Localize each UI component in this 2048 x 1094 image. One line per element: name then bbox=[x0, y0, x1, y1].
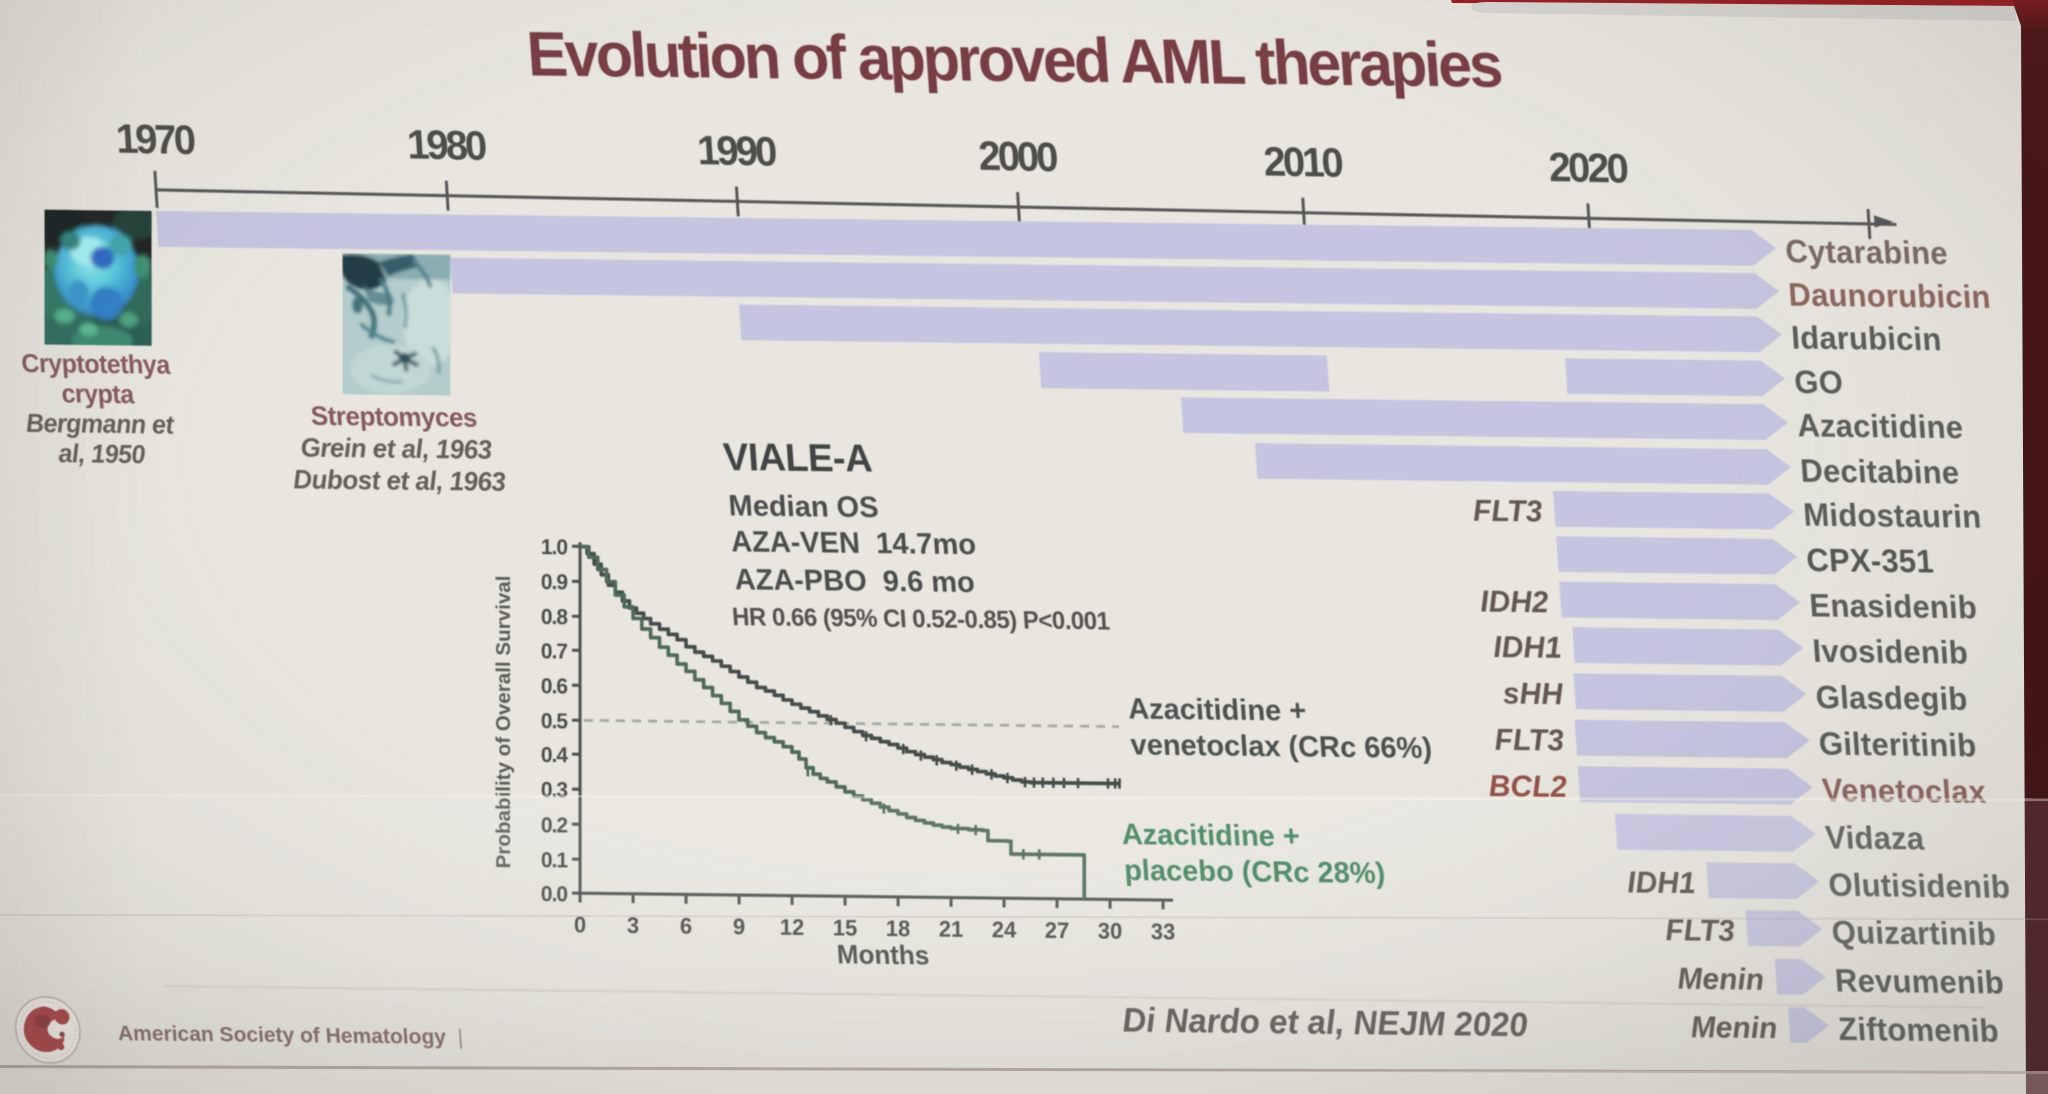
svg-text:0.9: 0.9 bbox=[541, 570, 568, 595]
svg-text:0.8: 0.8 bbox=[541, 605, 568, 630]
svg-text:27: 27 bbox=[1045, 917, 1069, 943]
svg-text:30: 30 bbox=[1098, 918, 1122, 944]
svg-text:9: 9 bbox=[733, 914, 745, 940]
svg-text:0.0: 0.0 bbox=[541, 882, 567, 907]
svg-text:0.7: 0.7 bbox=[541, 639, 567, 664]
svg-text:12: 12 bbox=[780, 914, 804, 940]
svg-text:3: 3 bbox=[627, 913, 639, 939]
svg-text:0: 0 bbox=[574, 912, 586, 938]
svg-text:15: 15 bbox=[833, 915, 857, 941]
svg-text:6: 6 bbox=[680, 913, 692, 939]
svg-text:0.2: 0.2 bbox=[541, 813, 567, 838]
svg-text:24: 24 bbox=[992, 917, 1017, 943]
svg-text:0.1: 0.1 bbox=[541, 848, 568, 873]
svg-text:1.0: 1.0 bbox=[541, 535, 567, 560]
svg-text:21: 21 bbox=[939, 916, 963, 942]
svg-text:0.5: 0.5 bbox=[541, 709, 568, 734]
svg-text:33: 33 bbox=[1151, 919, 1175, 945]
svg-text:0.6: 0.6 bbox=[541, 674, 568, 699]
svg-text:0.4: 0.4 bbox=[541, 743, 568, 768]
svg-text:0.3: 0.3 bbox=[541, 778, 568, 803]
svg-text:18: 18 bbox=[886, 916, 910, 942]
